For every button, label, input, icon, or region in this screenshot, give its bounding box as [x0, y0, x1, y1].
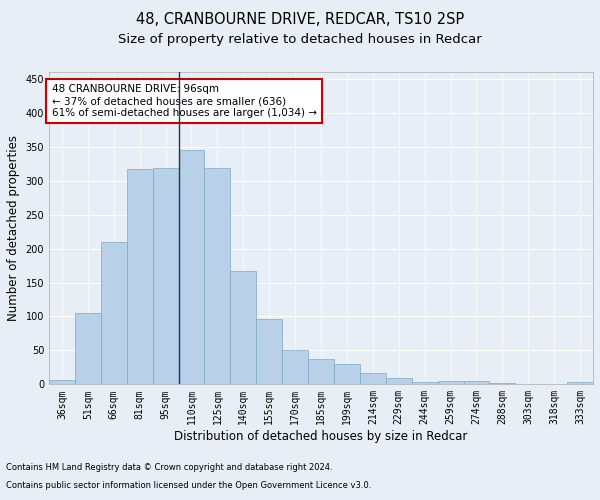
Bar: [205, 168, 230, 384]
Bar: [464, 381, 490, 384]
X-axis label: Distribution of detached houses by size in Redcar: Distribution of detached houses by size …: [175, 430, 468, 443]
Bar: [282, 350, 308, 384]
Bar: [179, 150, 205, 384]
Bar: [386, 378, 412, 384]
Bar: [490, 383, 515, 384]
Bar: [360, 373, 386, 384]
Bar: [437, 381, 464, 384]
Bar: [334, 364, 360, 384]
Y-axis label: Number of detached properties: Number of detached properties: [7, 135, 20, 321]
Text: Contains public sector information licensed under the Open Government Licence v3: Contains public sector information licen…: [6, 481, 371, 490]
Bar: [49, 380, 75, 384]
Bar: [75, 313, 101, 384]
Text: Contains HM Land Registry data © Crown copyright and database right 2024.: Contains HM Land Registry data © Crown c…: [6, 464, 332, 472]
Bar: [152, 168, 179, 384]
Text: Size of property relative to detached houses in Redcar: Size of property relative to detached ho…: [118, 32, 482, 46]
Text: 48, CRANBOURNE DRIVE, REDCAR, TS10 2SP: 48, CRANBOURNE DRIVE, REDCAR, TS10 2SP: [136, 12, 464, 28]
Bar: [308, 360, 334, 384]
Bar: [127, 169, 152, 384]
Bar: [230, 271, 256, 384]
Bar: [412, 382, 437, 384]
Bar: [256, 318, 282, 384]
Text: 48 CRANBOURNE DRIVE: 96sqm
← 37% of detached houses are smaller (636)
61% of sem: 48 CRANBOURNE DRIVE: 96sqm ← 37% of deta…: [52, 84, 317, 117]
Bar: [567, 382, 593, 384]
Bar: [101, 242, 127, 384]
